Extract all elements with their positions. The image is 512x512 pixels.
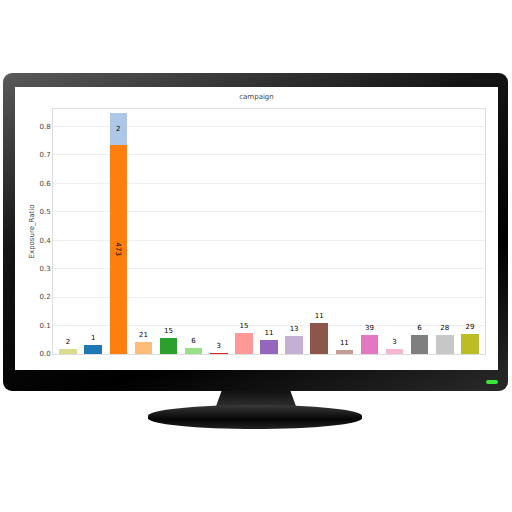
svg-text:6: 6 xyxy=(417,324,422,332)
svg-text:15: 15 xyxy=(164,327,173,335)
svg-text:2: 2 xyxy=(116,125,120,133)
svg-text:15: 15 xyxy=(239,322,248,330)
svg-text:Exposure_Ratio: Exposure_Ratio xyxy=(28,205,36,259)
svg-text:2: 2 xyxy=(66,338,70,346)
svg-text:0.2: 0.2 xyxy=(39,293,50,301)
svg-text:1: 1 xyxy=(91,334,95,342)
svg-text:13: 13 xyxy=(290,325,299,333)
svg-text:28: 28 xyxy=(440,324,449,332)
svg-text:21: 21 xyxy=(139,331,148,339)
svg-text:11: 11 xyxy=(265,329,274,337)
svg-text:0.6: 0.6 xyxy=(39,180,51,188)
svg-text:11: 11 xyxy=(340,339,349,347)
svg-text:0.1: 0.1 xyxy=(39,322,50,330)
svg-text:0.4: 0.4 xyxy=(39,237,51,245)
svg-text:11: 11 xyxy=(315,312,324,320)
svg-text:0.3: 0.3 xyxy=(39,265,50,273)
svg-text:3: 3 xyxy=(217,342,221,350)
svg-text:3: 3 xyxy=(392,338,396,346)
svg-text:0.5: 0.5 xyxy=(39,208,50,216)
svg-text:473: 473 xyxy=(114,243,122,256)
svg-text:0.7: 0.7 xyxy=(39,151,50,159)
svg-text:39: 39 xyxy=(365,324,374,332)
svg-text:29: 29 xyxy=(465,323,474,331)
svg-text:campaign: campaign xyxy=(239,93,274,101)
svg-text:6: 6 xyxy=(191,337,196,345)
svg-text:0.8: 0.8 xyxy=(39,123,50,131)
svg-text:0.0: 0.0 xyxy=(39,350,50,358)
